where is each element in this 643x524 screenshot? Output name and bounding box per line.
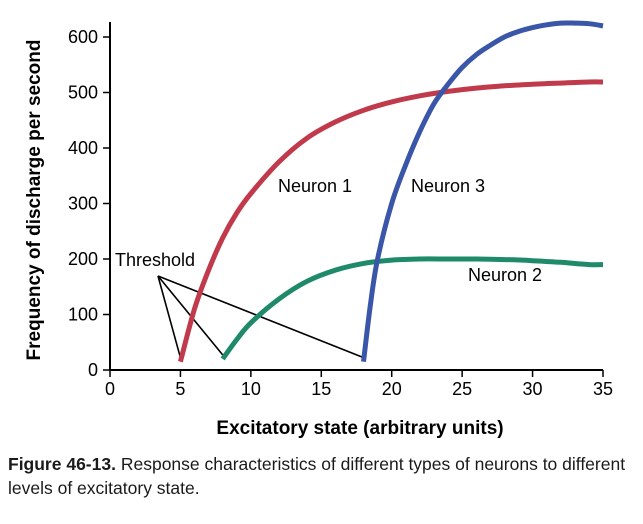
- y-tick-label: 200: [68, 249, 98, 269]
- x-tick-label: 30: [523, 379, 543, 399]
- caption-text: Response characteristics of different ty…: [8, 454, 626, 498]
- figure-caption: Figure 46-13. Response characteristics o…: [8, 452, 638, 500]
- series-line-neuron-3: [361, 20, 604, 363]
- x-tick-label: 25: [452, 379, 472, 399]
- y-tick-label: 500: [68, 83, 98, 103]
- y-axis-label: Frequency of discharge per second: [24, 40, 45, 361]
- y-ticks: 0 100 200 300 400 500 600: [68, 27, 110, 380]
- y-tick-label: 0: [88, 360, 98, 380]
- x-tick-label: 35: [593, 379, 613, 399]
- x-tick-label: 10: [241, 379, 261, 399]
- threshold-label: Threshold: [115, 250, 195, 270]
- x-ticks: 0 5 10 15 20 25 30 35: [105, 370, 613, 399]
- series-line-neuron-2: [220, 256, 604, 361]
- series-lines: [177, 20, 604, 363]
- x-tick-label: 0: [105, 379, 115, 399]
- series-label-neuron-3: Neuron 3: [411, 176, 485, 196]
- series-labels: Neuron 1 Neuron 2 Neuron 3: [278, 176, 542, 285]
- figure-number: Figure 46-13.: [8, 454, 116, 474]
- chart: 0 5 10 15 20 25 30 35 0 100 200 300 400 500 600 Excit…: [24, 20, 613, 439]
- series-label-neuron-2: Neuron 2: [468, 265, 542, 285]
- series-label-neuron-1: Neuron 1: [278, 176, 352, 196]
- series-line-neuron-1: [177, 79, 604, 363]
- y-tick-label: 100: [68, 305, 98, 325]
- axes: [109, 22, 603, 371]
- threshold-pointer-line: [157, 275, 182, 358]
- x-tick-label: 20: [382, 379, 402, 399]
- x-tick-label: 5: [175, 379, 185, 399]
- y-tick-label: 300: [68, 194, 98, 214]
- y-tick-label: 600: [68, 27, 98, 47]
- x-tick-label: 15: [311, 379, 331, 399]
- y-tick-label: 400: [68, 138, 98, 158]
- x-axis-label: Excitatory state (arbitrary units): [216, 418, 503, 439]
